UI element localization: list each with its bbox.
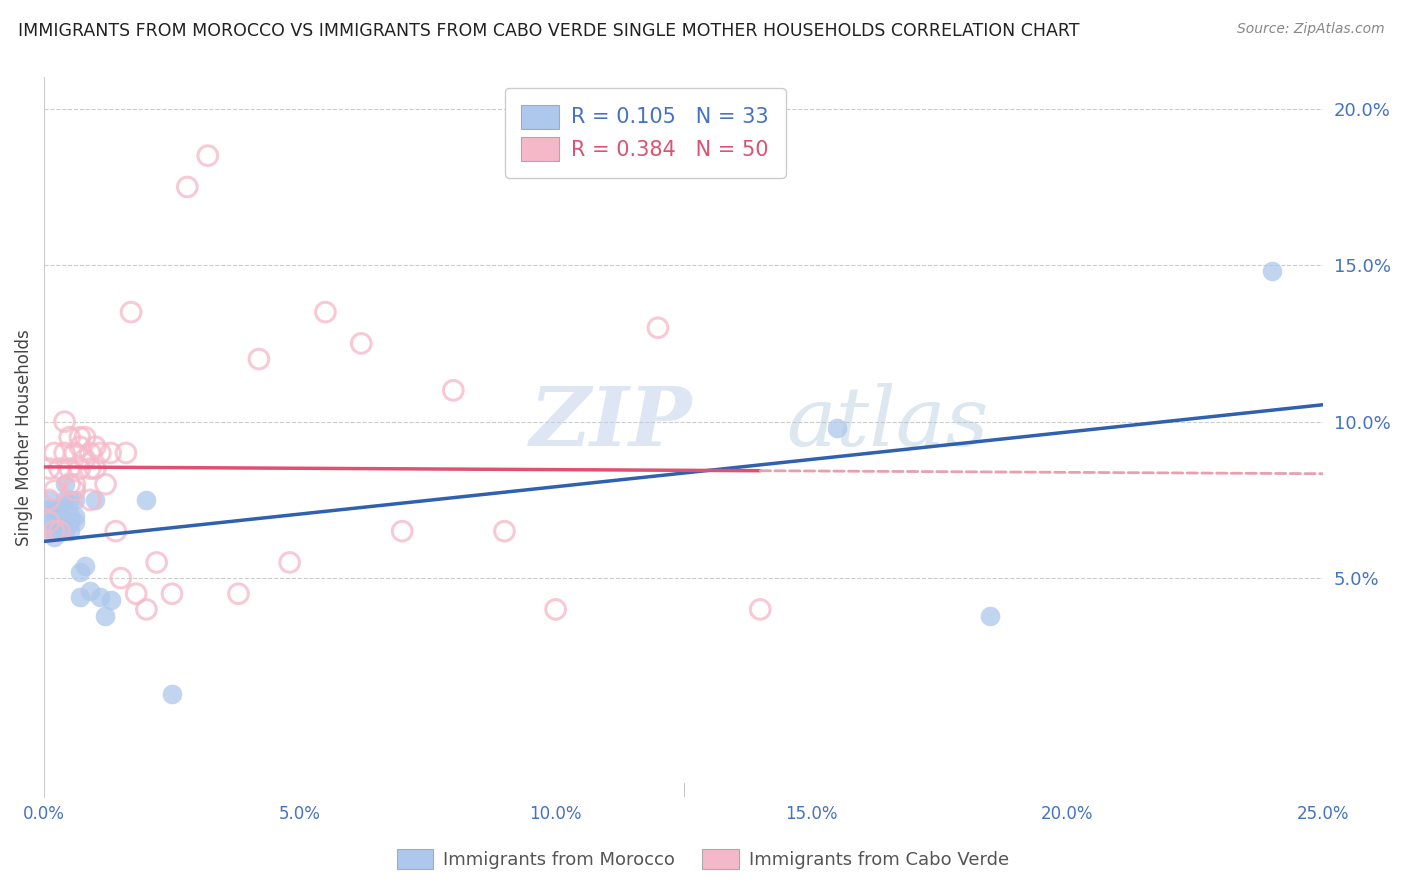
Point [135, 492, 157, 507]
Point [94, 477, 117, 491]
Point [825, 421, 848, 435]
Point [145, 556, 167, 570]
Point [125, 587, 148, 601]
Point [247, 352, 270, 367]
Point [63, 477, 86, 491]
Point [53, 492, 76, 507]
Point [73, 452, 96, 467]
Point [73, 430, 96, 444]
Text: Source: ZipAtlas.com: Source: ZipAtlas.com [1237, 22, 1385, 37]
Point [176, 180, 198, 194]
Point [53, 446, 76, 460]
Point [44, 446, 66, 460]
Legend: Immigrants from Morocco, Immigrants from Cabo Verde: Immigrants from Morocco, Immigrants from… [388, 839, 1018, 879]
Point [494, 524, 516, 538]
Point [38, 492, 60, 507]
Text: ZIP: ZIP [530, 383, 693, 463]
Point [84, 440, 107, 454]
Point [135, 602, 157, 616]
Point [59, 492, 82, 507]
Point [48, 461, 70, 475]
Point [63, 508, 86, 523]
Point [44, 530, 66, 544]
Point [38, 461, 60, 475]
Text: IMMIGRANTS FROM MOROCCO VS IMMIGRANTS FROM CABO VERDE SINGLE MOTHER HOUSEHOLDS C: IMMIGRANTS FROM MOROCCO VS IMMIGRANTS FR… [18, 22, 1080, 40]
Point [53, 477, 76, 491]
Point [104, 524, 127, 538]
Point [197, 149, 219, 163]
Point [44, 524, 66, 538]
Point [979, 608, 1001, 623]
Text: atlas: atlas [786, 383, 988, 463]
Point [69, 461, 91, 475]
Point [69, 440, 91, 454]
Point [38, 502, 60, 516]
Point [69, 430, 91, 444]
Point [63, 483, 86, 498]
Point [115, 446, 138, 460]
Point [59, 508, 82, 523]
Point [53, 415, 76, 429]
Point [84, 492, 107, 507]
Point [59, 515, 82, 529]
Point [84, 461, 107, 475]
Point [749, 602, 772, 616]
Point [647, 320, 669, 334]
Y-axis label: Single Mother Households: Single Mother Households [15, 329, 32, 546]
Point [63, 492, 86, 507]
Point [69, 565, 91, 579]
Point [59, 430, 82, 444]
Point [48, 515, 70, 529]
Point [228, 587, 250, 601]
Point [120, 305, 142, 319]
Point [38, 515, 60, 529]
Point [38, 492, 60, 507]
Point [350, 336, 373, 351]
Point [79, 446, 101, 460]
Point [89, 446, 111, 460]
Point [110, 571, 132, 585]
Point [160, 687, 183, 701]
Point [391, 524, 413, 538]
Point [44, 524, 66, 538]
Point [79, 492, 101, 507]
Point [314, 305, 336, 319]
Point [79, 583, 101, 598]
Point [59, 477, 82, 491]
Point [100, 593, 122, 607]
Point [53, 524, 76, 538]
Point [59, 524, 82, 538]
Legend: R = 0.105   N = 33, R = 0.384   N = 50: R = 0.105 N = 33, R = 0.384 N = 50 [505, 87, 786, 178]
Point [160, 587, 183, 601]
Point [44, 483, 66, 498]
Point [94, 608, 117, 623]
Point [100, 446, 122, 460]
Point [69, 590, 91, 604]
Point [44, 502, 66, 516]
Point [79, 461, 101, 475]
Point [73, 558, 96, 573]
Point [63, 515, 86, 529]
Point [278, 556, 301, 570]
Point [48, 502, 70, 516]
Point [1261, 264, 1284, 278]
Point [441, 384, 464, 398]
Point [59, 461, 82, 475]
Point [48, 524, 70, 538]
Point [44, 515, 66, 529]
Point [48, 508, 70, 523]
Point [63, 446, 86, 460]
Point [38, 515, 60, 529]
Point [544, 602, 567, 616]
Point [89, 590, 111, 604]
